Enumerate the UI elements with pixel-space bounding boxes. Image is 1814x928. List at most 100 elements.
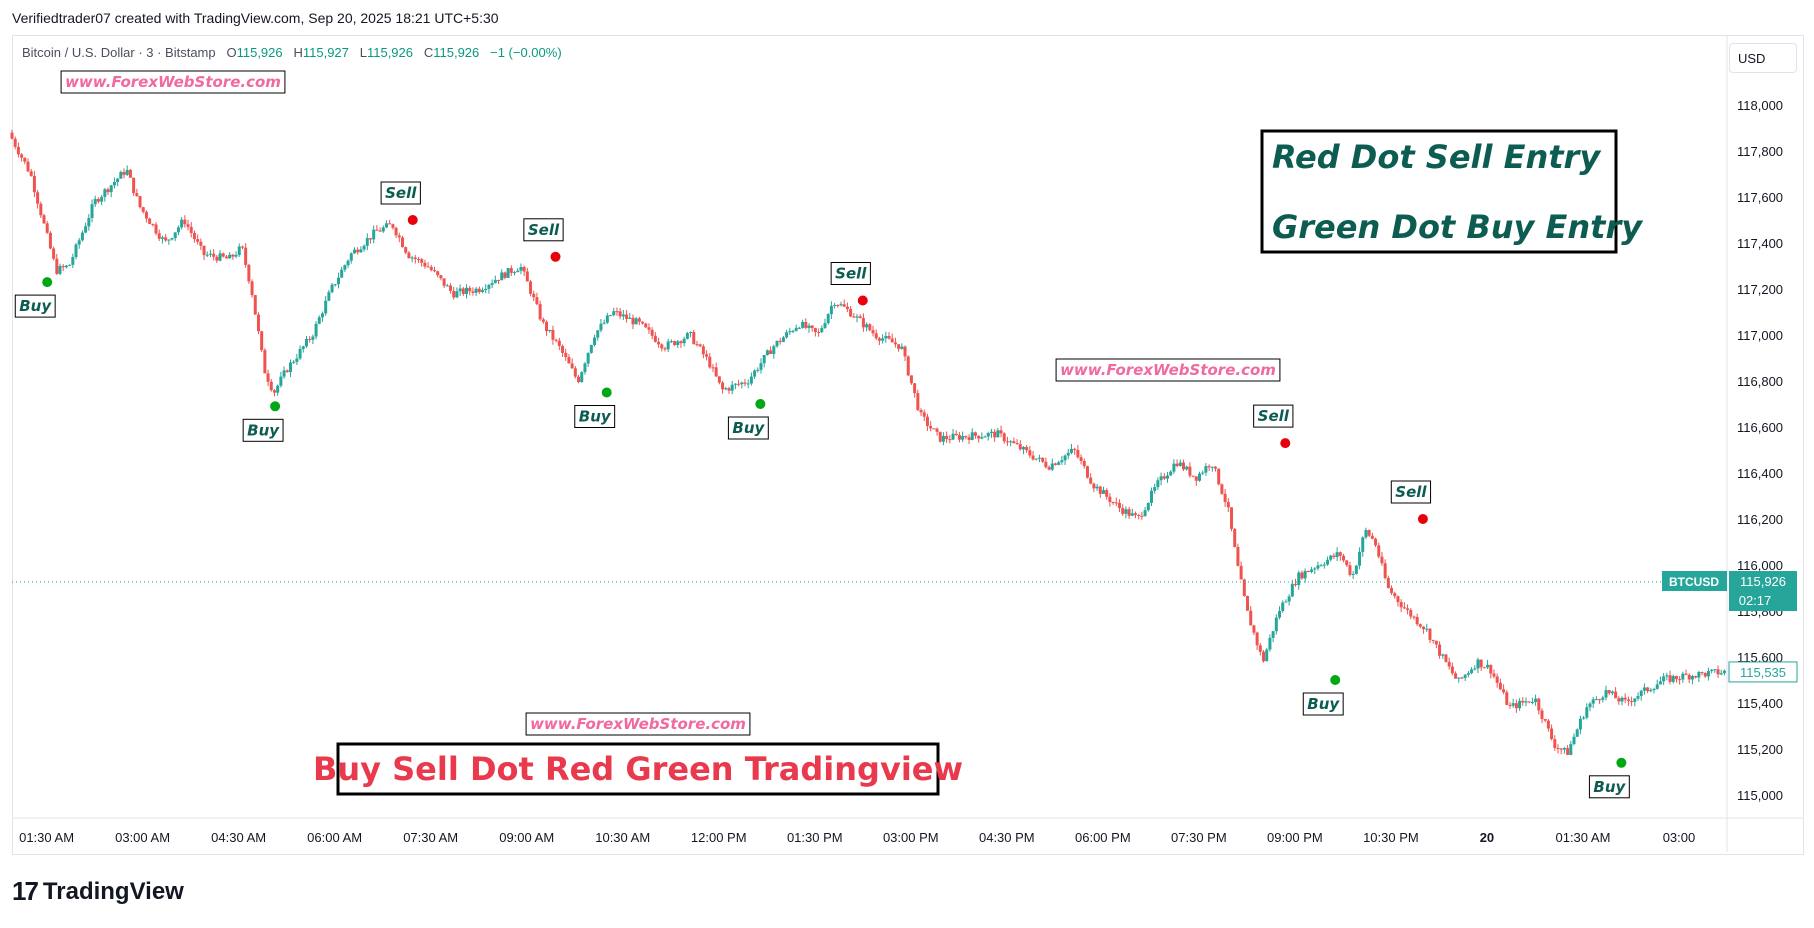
candle-body (426, 266, 430, 268)
candle-body (868, 324, 872, 331)
candle-body (845, 306, 849, 310)
candle-body (1028, 450, 1032, 456)
candle-body (20, 154, 24, 158)
candle-body (391, 224, 395, 228)
candle-body (1713, 669, 1717, 671)
candle-body (820, 327, 824, 333)
candle-body (1460, 677, 1464, 679)
info-box-line1: Red Dot Sell Entry (1272, 138, 1601, 176)
candle-body (743, 382, 747, 384)
candle-body (455, 291, 459, 298)
candle-body (865, 324, 869, 328)
candle-body (1021, 447, 1025, 450)
candle-body (487, 284, 491, 289)
candle-body (465, 287, 469, 295)
candle-series (10, 129, 1726, 756)
buy-signal-dot (1330, 675, 1341, 685)
candle-body (954, 433, 958, 435)
candle-body (1607, 690, 1611, 694)
candle-body (1037, 457, 1041, 459)
buy-signal-dot (755, 399, 766, 409)
candle-body (903, 346, 907, 357)
candle-body (1415, 616, 1419, 625)
candle-body (1620, 697, 1624, 702)
low-label: L (359, 45, 367, 60)
candle-body (135, 193, 139, 197)
candle-body (180, 219, 184, 228)
candle-body (1393, 593, 1397, 597)
candle-body (256, 314, 260, 332)
y-tick-label: 117,400 (1737, 236, 1783, 251)
candle-body (1258, 645, 1262, 652)
tradingview-logo-text: TradingView (42, 877, 184, 905)
candle-body (1527, 701, 1531, 703)
candle-body (1636, 696, 1640, 699)
watermark-label-text: www.ForexWebStore.com (65, 73, 281, 91)
candle-body (189, 226, 193, 233)
candle-body (141, 207, 145, 212)
open-label: O (226, 45, 237, 60)
candle-body (1575, 729, 1579, 737)
candle-body (922, 412, 926, 417)
candle-body (1316, 565, 1320, 569)
buy-signal-label-box (574, 405, 616, 428)
candle-body (1130, 513, 1134, 516)
candle-body (890, 338, 894, 343)
candle-body (128, 169, 132, 178)
candle-body (417, 259, 421, 261)
candle-body (762, 355, 766, 364)
y-tick-label: 115,200 (1737, 742, 1783, 757)
candle-body (935, 428, 939, 432)
candle-body (481, 290, 485, 292)
candle-body (461, 288, 465, 295)
candle-body (493, 279, 497, 284)
candle-body (1268, 637, 1272, 650)
candle-body (641, 321, 645, 324)
buy-signal-dot (601, 387, 612, 398)
candle-body (1537, 698, 1541, 711)
candle-body (368, 238, 372, 240)
candle-body (1053, 463, 1057, 465)
candle-body (887, 335, 891, 339)
watermark-label-box (60, 70, 286, 94)
symbol-tag-label: BTCUSD (1669, 575, 1719, 589)
candle-body (884, 335, 888, 339)
candle-body (1703, 672, 1707, 677)
candle-body (1342, 555, 1346, 561)
tradingview-logo[interactable]: 17 TradingView (12, 876, 184, 907)
candle-body (897, 344, 901, 349)
watermark-label-text: www.ForexWebStore.com (1060, 361, 1276, 379)
candle-body (116, 178, 120, 182)
x-tick-label: 01:30 PM (787, 830, 843, 845)
sell-signal-label-box (1390, 480, 1432, 504)
candle-body (1354, 565, 1358, 575)
candle-body (561, 345, 565, 353)
candle-body (1085, 466, 1089, 478)
sell-signal-dot (407, 215, 418, 225)
candle-body (288, 362, 292, 373)
candle-body (1514, 703, 1518, 709)
candle-body (714, 367, 718, 377)
candle-body (468, 287, 472, 292)
last-price-tag-bg (1729, 571, 1797, 612)
candle-body (1674, 675, 1678, 680)
candle-body (330, 284, 334, 293)
candle-body (567, 357, 571, 364)
candle-body (1117, 502, 1121, 509)
candle-body (1182, 462, 1186, 470)
candle-body (615, 311, 619, 313)
candle-body (1447, 661, 1451, 667)
candle-body (778, 340, 782, 342)
candle-body (957, 434, 961, 440)
candle-body (436, 271, 440, 276)
candle-body (945, 435, 949, 440)
currency-button[interactable]: USD (1729, 43, 1797, 73)
sell-signal-label-box (380, 181, 421, 205)
candle-body (301, 346, 305, 349)
candle-body (420, 259, 424, 263)
x-tick-label: 03:00 (1663, 830, 1696, 845)
candle-body (282, 370, 286, 377)
candle-body (849, 309, 853, 317)
candle-body (980, 437, 984, 439)
